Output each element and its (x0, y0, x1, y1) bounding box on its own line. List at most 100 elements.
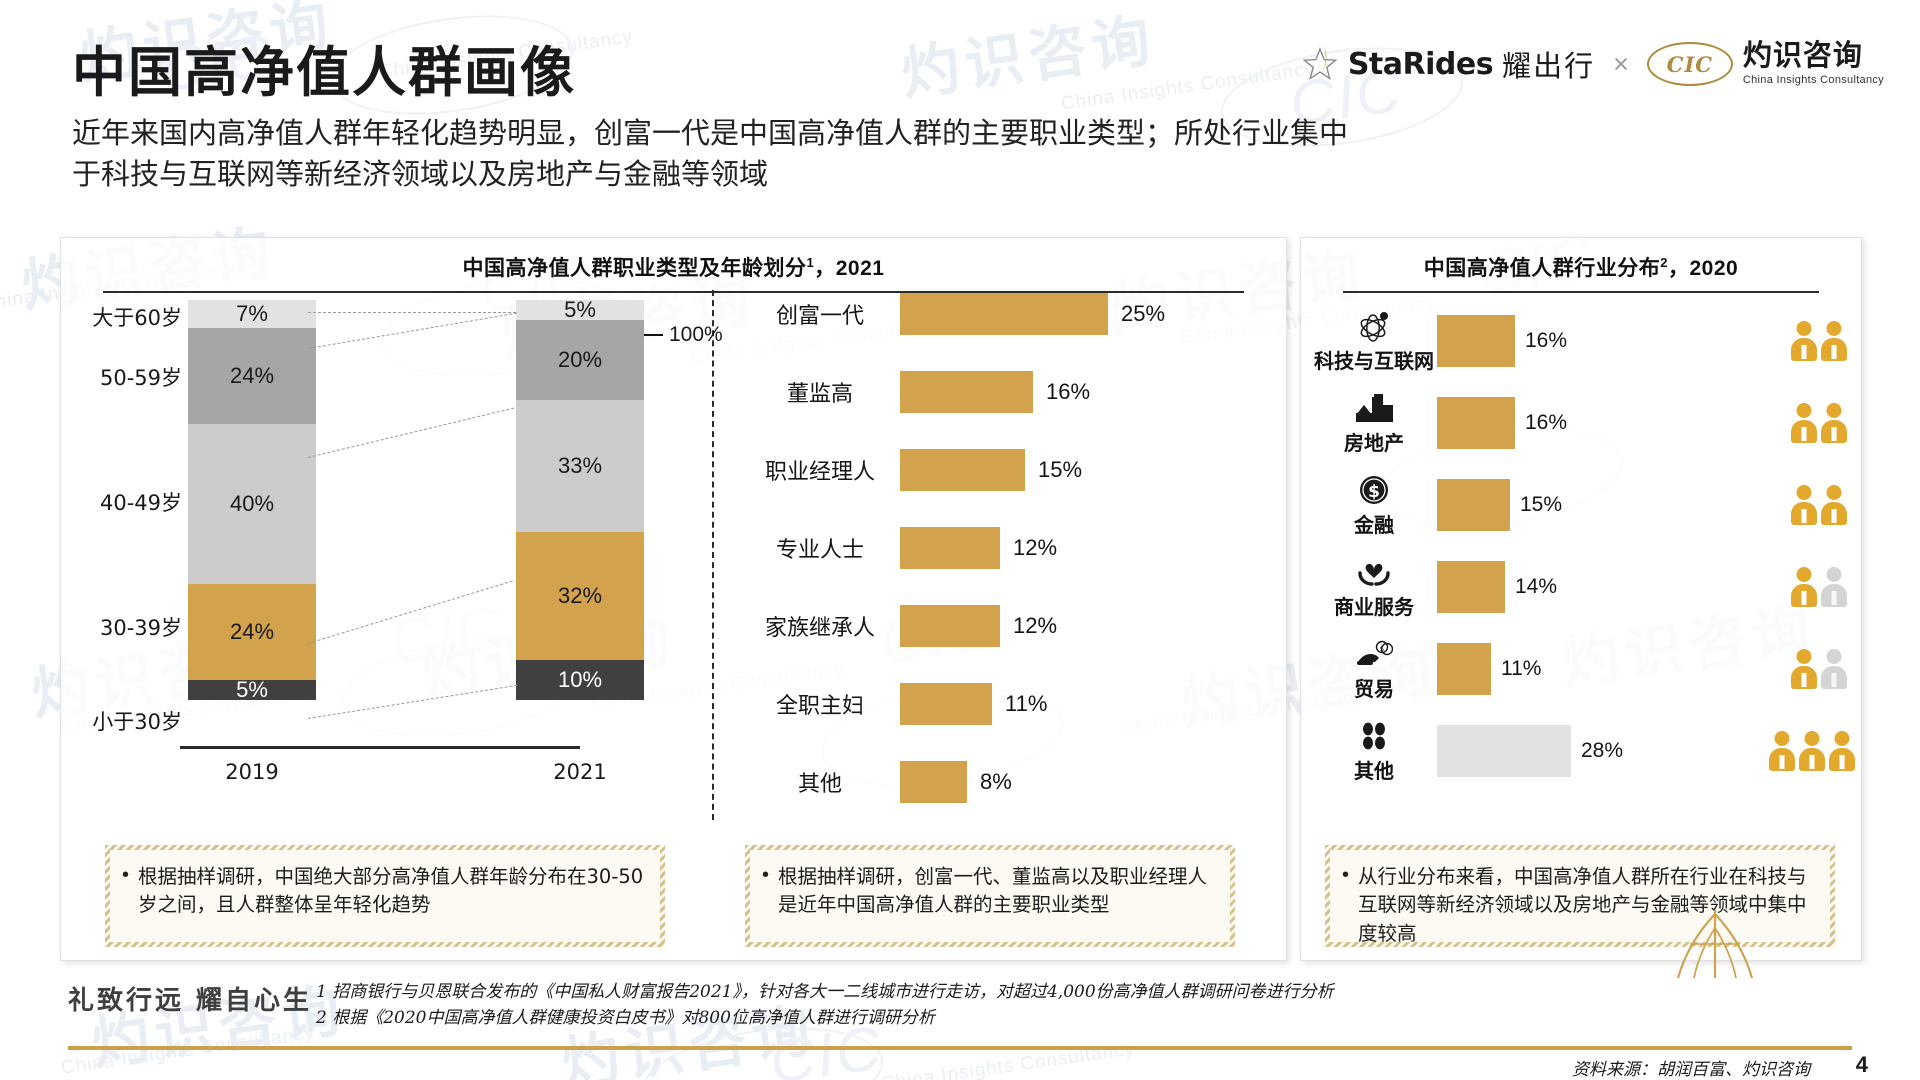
occupation-value: 12% (1013, 613, 1058, 638)
occupation-row: 创富一代 25% (740, 292, 1240, 336)
right-panel-title-year: ，2020 (1668, 257, 1739, 280)
occupation-value: 12% (1013, 535, 1058, 560)
pictogram-group (1791, 485, 1847, 525)
left-panel-title-footnote-ref: 1 (806, 255, 815, 270)
footer-divider (68, 1046, 1852, 1050)
occupation-bar (900, 293, 1108, 335)
age-distribution-chart: 100% 大于60岁 50-59岁 40-49岁 30-39岁 小于30岁 7%… (60, 290, 722, 870)
chart-axis-line (180, 746, 580, 749)
industry-value: 28% (1581, 739, 1624, 762)
right-panel: 中国高净值人群行业分布2，2020 (1300, 237, 1862, 961)
industry-value: 14% (1515, 575, 1558, 598)
title-divider (103, 291, 1244, 293)
occupation-value: 16% (1046, 379, 1091, 404)
x-axis-label-2019: 2019 (225, 760, 279, 784)
person-icon (1821, 649, 1847, 689)
source-label: 资料来源：胡润百富、灼识咨询 (1572, 1060, 1810, 1080)
industry-value: 16% (1525, 411, 1568, 434)
cic-wordmark-cn: 灼识咨询 (1742, 40, 1863, 72)
left-panel-title-main: 中国高净值人群职业类型及年龄划分 (462, 257, 807, 280)
industry-row: 科技与互联网 16% (1314, 300, 1855, 382)
segment-40-49: 40% (188, 424, 316, 584)
right-panel-title-main: 中国高净值人群行业分布 (1423, 257, 1661, 280)
occupation-bar (900, 605, 1000, 647)
cic-logo: CIC 灼识咨询 China Insights Consultancy (1646, 40, 1884, 86)
arrow-tail (637, 334, 663, 336)
industry-bar (1437, 315, 1515, 367)
insight-note-text: 从行业分布来看，中国高净值人群所在行业在科技与互联网等新经济领域以及房地产与金融… (1358, 865, 1807, 945)
building-icon (1353, 391, 1395, 425)
person-icon (1791, 649, 1817, 689)
occupation-bar (900, 449, 1025, 491)
industry-value: 16% (1525, 329, 1568, 352)
pictogram-group (1791, 403, 1847, 443)
occupation-bar (900, 527, 1000, 569)
segment-under30: 5% (188, 677, 316, 702)
person-icon (1791, 485, 1817, 525)
industry-icon-label: $ 金融 (1315, 473, 1433, 538)
industry-label: 科技与互联网 (1314, 348, 1434, 373)
panel-inner-divider (712, 290, 714, 820)
person-icon (1769, 731, 1795, 771)
industry-label: 贸易 (1354, 676, 1394, 701)
occupation-value: 25% (1121, 301, 1166, 326)
person-icon (1821, 567, 1847, 607)
industry-row: 商业服务 14% (1315, 546, 1855, 628)
title-divider (1343, 291, 1819, 293)
industry-bar (1437, 725, 1571, 777)
segment-30-39: 24% (188, 584, 316, 680)
starides-logo: StaRides 耀出行 (1301, 43, 1595, 85)
industry-value: 15% (1520, 493, 1563, 516)
coin-dollar-icon: $ (1358, 473, 1390, 507)
insight-note-text: 根据抽样调研，中国绝大部分高净值人群年龄分布在30-50岁之间，且人群整体呈年轻… (138, 865, 644, 917)
footnote-2: 2 根据《2020中国高净值人群健康投资白皮书》对800位高净值人群进行调研分析 (316, 1008, 935, 1028)
atom-icon (1357, 309, 1391, 343)
occupation-row: 全职主妇 11% (740, 682, 1240, 726)
insight-note-age: • 根据抽样调研，中国绝大部分高净值人群年龄分布在30-50岁之间，且人群整体呈… (105, 845, 665, 947)
industry-bar (1437, 643, 1491, 695)
x-axis-label-2021: 2021 (553, 760, 607, 784)
insight-note-industry: • 从行业分布来看，中国高净值人群所在行业在科技与互联网等新经济领域以及房地产与… (1325, 845, 1835, 947)
cic-wordmark-en: China Insights Consultancy (1742, 74, 1884, 86)
segment-30-39: 32% (516, 532, 644, 660)
insight-note-occupation: • 根据抽样调研，创富一代、董监高以及职业经理人是近年中国高净值人群的主要职业类… (745, 845, 1235, 947)
age-label-under30: 小于30岁 (92, 710, 182, 734)
person-icon (1799, 731, 1825, 771)
footnote-1: 1 招商银行与贝恩联合发布的《中国私人财富报告2021》，针对各大一二线城市进行… (316, 982, 1334, 1002)
page-title: 中国高净值人群画像 (72, 41, 576, 104)
bullet-icon: • (122, 864, 130, 886)
industry-icon-label: 房地产 (1315, 391, 1433, 456)
pictogram-group (1791, 649, 1847, 689)
industry-row: $ 金融 15% (1315, 464, 1855, 546)
industry-value: 11% (1501, 657, 1542, 680)
person-icon (1821, 403, 1847, 443)
age-label-50-59: 50-59岁 (99, 366, 182, 390)
starides-wordmark: StaRides (1347, 46, 1494, 82)
industry-label: 商业服务 (1334, 594, 1414, 619)
segment-50-59: 20% (516, 320, 644, 400)
grid-dots-icon (1359, 719, 1389, 753)
person-icon (1791, 403, 1817, 443)
occupation-value: 11% (1005, 691, 1048, 716)
bullet-icon: • (762, 864, 770, 886)
segment-under30: 10% (516, 660, 644, 700)
industry-row: 房地产 16% (1315, 382, 1855, 464)
industry-row: 其他 28% (1315, 710, 1855, 792)
leader-line (307, 684, 518, 719)
occupation-distribution-chart: 创富一代 25% 董监高 16% 职业经理人 15% 专业人士 12% 家族继承… (740, 292, 1240, 852)
starides-wordmark-cn: 耀出行 (1502, 51, 1596, 83)
stacked-column-2019: 7% 24% 40% 24% 5% (188, 300, 316, 702)
person-icon (1821, 321, 1847, 361)
footer-emblem-icon (1660, 904, 1770, 992)
age-label-30-39: 30-39岁 (99, 616, 182, 640)
insight-note-text: 根据抽样调研，创富一代、董监高以及职业经理人是近年中国高净值人群的主要职业类型 (778, 865, 1208, 917)
industry-row: $ 贸易 11% (1315, 628, 1855, 710)
page-footer: 礼致行远 耀自心生 1 招商银行与贝恩联合发布的《中国私人财富报告2021》，针… (0, 910, 1920, 1080)
handshake-money-icon: $ (1355, 637, 1393, 671)
page-header: 中国高净值人群画像 近年来国内高净值人群年轻化趋势明显，创富一代是中国高净值人群… (0, 0, 1920, 215)
leader-line (307, 580, 513, 644)
age-label-over60: 大于60岁 (92, 306, 182, 330)
leader-line (308, 312, 516, 313)
svg-text:$: $ (1368, 482, 1380, 502)
segment-50-59: 24% (188, 328, 316, 424)
